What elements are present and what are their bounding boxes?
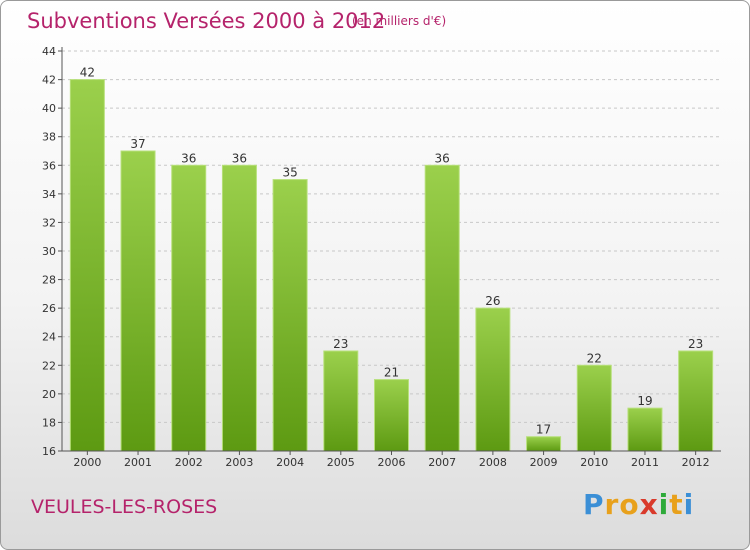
- y-tick-label: 44: [42, 45, 56, 58]
- chart-subtitle: (en milliers d'€): [352, 14, 447, 28]
- logo-letter: t: [669, 488, 684, 521]
- x-tick-label-2004: 2004: [276, 456, 304, 469]
- value-label-2002: 36: [181, 151, 196, 165]
- value-label-2010: 22: [587, 351, 602, 365]
- proxiti-logo: Proxiti: [583, 488, 694, 521]
- y-tick-label: 28: [42, 274, 56, 287]
- y-tick-label: 26: [42, 302, 56, 315]
- y-tick-label: 42: [42, 74, 56, 87]
- y-tick-label: 38: [42, 131, 56, 144]
- commune-name: VEULES-LES-ROSES: [31, 496, 218, 518]
- x-tick-label-2007: 2007: [428, 456, 456, 469]
- y-tick-label: 22: [42, 359, 56, 372]
- x-tick-label-2002: 2002: [175, 456, 203, 469]
- x-tick-label-2008: 2008: [479, 456, 507, 469]
- value-label-2004: 35: [282, 166, 297, 180]
- value-label-2011: 19: [637, 394, 652, 408]
- y-tick-label: 36: [42, 159, 56, 172]
- logo-letter: x: [639, 488, 659, 521]
- y-tick-label: 32: [42, 216, 56, 229]
- x-tick-label-2006: 2006: [378, 456, 406, 469]
- x-tick-label-2003: 2003: [225, 456, 253, 469]
- bar-2003: [221, 164, 257, 452]
- bar-2009: [526, 436, 562, 452]
- y-tick-label: 20: [42, 388, 56, 401]
- value-label-2001: 37: [130, 137, 145, 151]
- bar-2000: [69, 79, 105, 452]
- x-tick-label-2010: 2010: [580, 456, 608, 469]
- x-tick-label-2012: 2012: [682, 456, 710, 469]
- x-tick-label-2000: 2000: [73, 456, 101, 469]
- bar-2010: [576, 364, 612, 452]
- y-tick-label: 40: [42, 102, 56, 115]
- value-label-2012: 23: [688, 337, 703, 351]
- labels: 42 2000 37 2001 36 2002 36 2003 35 2004 23 2005 21 20…: [73, 66, 709, 469]
- y-tick-label: 18: [42, 416, 56, 429]
- logo-letter: r: [604, 488, 620, 521]
- axes: 16 18 20 22 24 26 28 30 32 34 36 38 40 42 44: [42, 45, 721, 458]
- logo-letter: o: [619, 488, 640, 521]
- x-tick-label-2001: 2001: [124, 456, 152, 469]
- x-tick-label-2009: 2009: [530, 456, 558, 469]
- logo-letter: i: [658, 488, 670, 521]
- bar-2001: [120, 150, 156, 452]
- y-tick-label: 24: [42, 331, 56, 344]
- bar-2006: [374, 379, 409, 452]
- value-label-2008: 26: [485, 294, 500, 308]
- value-label-2005: 23: [333, 337, 348, 351]
- value-label-2009: 17: [536, 423, 551, 437]
- bar-2007: [424, 164, 460, 452]
- bar-2011: [627, 407, 663, 452]
- y-tick-label: 16: [42, 445, 56, 458]
- value-label-2006: 21: [384, 366, 399, 380]
- bar-2004: [272, 179, 308, 452]
- chart-title: Subventions Versées 2000 à 2012: [27, 9, 386, 33]
- bars: [69, 79, 714, 452]
- value-label-2003: 36: [232, 151, 247, 165]
- y-tick-label: 30: [42, 245, 56, 258]
- logo-letter: i: [683, 488, 695, 521]
- bar-2008: [475, 307, 511, 452]
- value-label-2000: 42: [80, 66, 95, 80]
- value-label-2007: 36: [435, 151, 450, 165]
- logo-letter: P: [583, 488, 605, 521]
- y-tick-label: 34: [42, 188, 56, 201]
- bar-2012: [678, 350, 714, 452]
- bar-2005: [323, 350, 359, 452]
- x-tick-label-2011: 2011: [631, 456, 659, 469]
- x-tick-label-2005: 2005: [327, 456, 355, 469]
- bar-2002: [171, 164, 207, 452]
